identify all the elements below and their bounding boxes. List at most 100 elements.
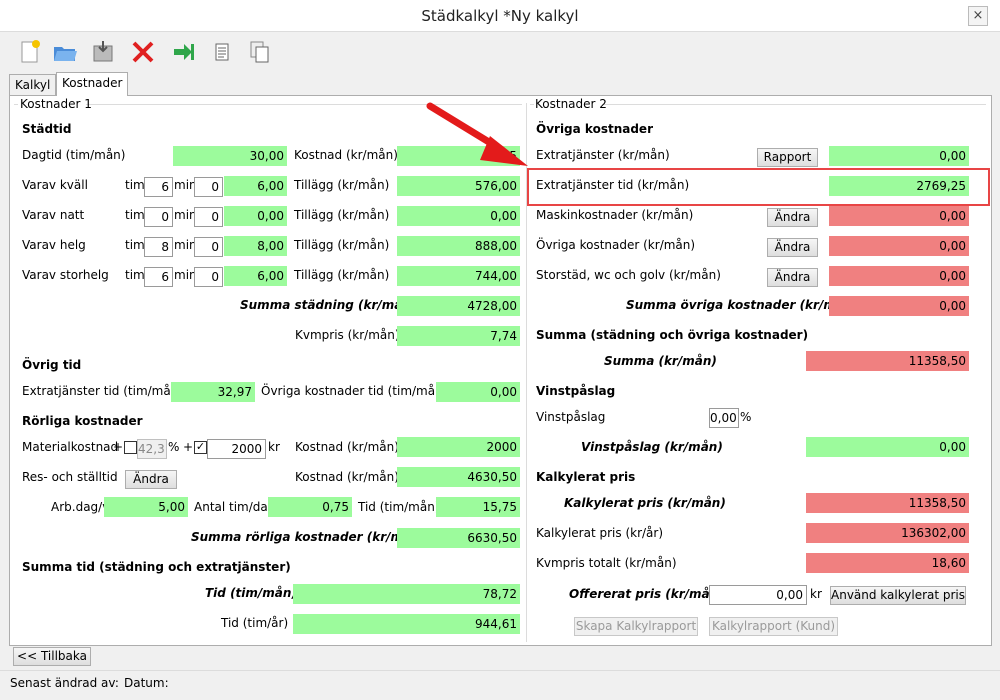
open-folder-icon[interactable] — [51, 38, 79, 66]
export-icon[interactable] — [170, 38, 198, 66]
extratjanster-value: 0,00 — [829, 146, 969, 166]
tab-kalkyl[interactable]: Kalkyl — [9, 74, 57, 96]
kalkylerat-man-value: 11358,50 — [806, 493, 969, 513]
kr-checkbox[interactable]: ✓ — [194, 440, 207, 454]
vinstpaslag-kr-label: Vinstpåslag (kr/mån) — [581, 440, 723, 454]
res-stalltid-label: Res- och ställtid — [22, 470, 118, 484]
section-vinstpaslag: Vinstpåslag — [536, 384, 616, 398]
helg-min-input[interactable]: 0 — [194, 237, 223, 257]
tab-kostnader[interactable]: Kostnader — [56, 72, 129, 96]
min-label: min — [174, 178, 197, 192]
skapa-kalkylrapport-button[interactable]: Skapa Kalkylrapport — [574, 617, 698, 636]
summa-ovriga-value: 0,00 — [829, 296, 969, 316]
group-title-kostnader-2: Kostnader 2 — [535, 97, 607, 111]
kostnad-label: Kostnad (kr/mån) — [295, 470, 399, 484]
storstad-value: 0,00 — [829, 266, 969, 286]
ovriga-kostnader-label: Övriga kostnader (kr/mån) — [536, 238, 696, 252]
kalkylerat-ar-label: Kalkylerat pris (kr/år) — [536, 526, 664, 540]
kostnad-label: Kostnad (kr/mån) — [294, 148, 398, 162]
section-stadtid: Städtid — [22, 122, 72, 136]
annotation-arrow-icon — [426, 102, 528, 166]
kvmpris-totalt-value: 18,60 — [806, 553, 969, 573]
tim-label: tim — [125, 208, 145, 222]
material-kostnad-value: 2000 — [397, 437, 520, 457]
offererat-pris-input[interactable]: 0,00 — [709, 585, 807, 605]
helg-tim-input[interactable]: 8 — [144, 237, 173, 257]
close-button[interactable]: × — [968, 6, 988, 26]
save-icon[interactable] — [89, 38, 117, 66]
maskinkostnader-label: Maskinkostnader (kr/mån) — [536, 208, 694, 222]
ovriga-kostnader-tid-label: Övriga kostnader tid (tim/mån) — [261, 384, 448, 398]
vinstpaslag-input[interactable]: 0,00 — [709, 408, 739, 428]
tim-label: tim — [125, 238, 145, 252]
new-document-icon[interactable] — [16, 38, 44, 66]
tillagg-label: Tillägg (kr/mån) — [294, 268, 390, 282]
percent-input[interactable]: 42,3 — [137, 439, 167, 459]
plus-sign: + — [113, 440, 124, 454]
tillagg-label: Tillägg (kr/mån) — [294, 208, 390, 222]
natt-tillagg-value: 0,00 — [397, 206, 520, 226]
kvall-min-input[interactable]: 0 — [194, 177, 223, 197]
section-summa-tid: Summa tid (städning och extratjänster) — [22, 560, 291, 574]
kr-input[interactable]: 2000 — [207, 439, 266, 459]
storhelg-tim-input[interactable]: 6 — [144, 267, 173, 287]
kalkylrapport-kund-button[interactable]: Kalkylrapport (Kund) — [709, 617, 838, 636]
summa-stadning-value: 4728,00 — [397, 296, 520, 316]
extratjanster-tid-label: Extratjänster tid (tim/mån) — [22, 384, 184, 398]
kvall-tillagg-value: 576,00 — [397, 176, 520, 196]
back-button[interactable]: << Tillbaka — [13, 647, 91, 666]
tid-man-label: Tid (tim/mån) — [205, 586, 297, 600]
tid-ar-value: 944,61 — [293, 614, 520, 634]
extratjanster-tid-value: 32,97 — [171, 382, 255, 402]
group-title-kostnader-1: Kostnader 1 — [20, 97, 92, 111]
tillagg-label: Tillägg (kr/mån) — [294, 178, 390, 192]
kostnad-label: Kostnad (kr/mån) — [295, 440, 399, 454]
min-label: min — [174, 208, 197, 222]
min-label: min — [174, 238, 197, 252]
dagtid-value: 30,00 — [173, 146, 287, 166]
status-bar — [0, 670, 1000, 700]
maskin-andra-button[interactable]: Ändra — [767, 208, 818, 227]
ovriga-andra-button[interactable]: Ändra — [767, 238, 818, 257]
varav-natt-label: Varav natt — [22, 208, 85, 222]
varav-helg-label: Varav helg — [22, 238, 86, 252]
extratjanster-tid-kr-label: Extratjänster tid (kr/mån) — [536, 178, 690, 192]
datum-label: Datum: — [124, 676, 169, 690]
percent-checkbox[interactable] — [124, 441, 137, 454]
summa-value: 11358,50 — [806, 351, 969, 371]
plus-sign: + — [183, 440, 194, 454]
rapport-button[interactable]: Rapport — [757, 148, 818, 167]
anvand-kalkylerat-pris-button[interactable]: Använd kalkylerat pris — [830, 586, 966, 605]
storstad-andra-button[interactable]: Ändra — [767, 268, 818, 287]
highlight-box — [527, 168, 990, 206]
natt-tim-input[interactable]: 0 — [144, 207, 173, 227]
kvmpris-label: Kvmpris (kr/mån) — [295, 328, 400, 342]
res-andra-button[interactable]: Ändra — [125, 470, 177, 489]
tid-value: 15,75 — [436, 497, 520, 517]
helg-tillagg-value: 888,00 — [397, 236, 520, 256]
document-icon[interactable] — [208, 38, 236, 66]
copy-icon[interactable] — [246, 38, 274, 66]
summa-label: Summa (kr/mån) — [604, 354, 717, 368]
tillagg-label: Tillägg (kr/mån) — [294, 238, 390, 252]
window-title: Städkalkyl *Ny kalkyl — [421, 7, 579, 25]
extratjanster-tid-kr-value: 2769,25 — [829, 176, 969, 196]
summa-ovriga-label: Summa övriga kostnader (kr/mån) — [626, 298, 858, 312]
helg-value: 8,00 — [224, 236, 287, 256]
dagtid-label: Dagtid (tim/mån) — [22, 148, 126, 162]
kvall-tim-input[interactable]: 6 — [144, 177, 173, 197]
summa-stadning-label: Summa städning (kr/mån) — [240, 298, 417, 312]
offererat-kr: kr — [810, 587, 822, 601]
delete-icon[interactable] — [129, 38, 157, 66]
min-label: min — [174, 268, 197, 282]
kvmpris-value: 7,74 — [397, 326, 520, 346]
ovriga-kostnader-value: 0,00 — [829, 236, 969, 256]
natt-min-input[interactable]: 0 — [194, 207, 223, 227]
tid-label: Tid (tim/mån) — [358, 500, 440, 514]
storhelg-min-input[interactable]: 0 — [194, 267, 223, 287]
section-kalkylerat-pris: Kalkylerat pris — [536, 470, 636, 484]
tim-label: tim — [125, 268, 145, 282]
summa-rorliga-value: 6630,50 — [397, 528, 520, 548]
vinstpaslag-label: Vinstpåslag — [536, 410, 606, 424]
storhelg-tillagg-value: 744,00 — [397, 266, 520, 286]
